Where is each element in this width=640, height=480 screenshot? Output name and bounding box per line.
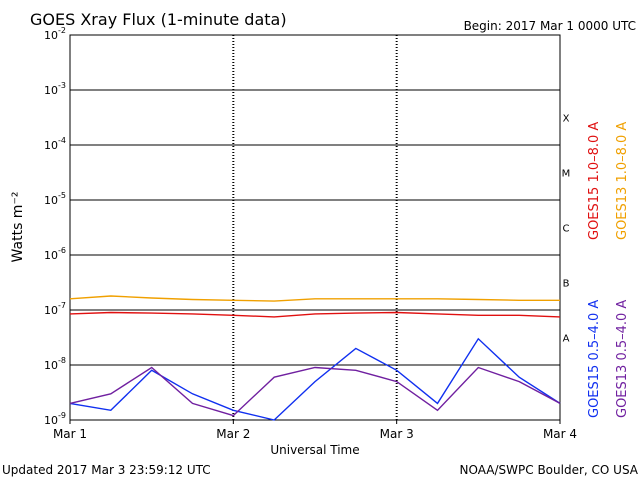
begin-label: Begin: 2017 Mar 1 0000 UTC bbox=[464, 19, 636, 33]
y-tick-label: 10-3 bbox=[44, 81, 66, 97]
flare-class-label: C bbox=[563, 224, 570, 235]
legend-entry: GOES15 1.0–8.0 A bbox=[587, 122, 602, 240]
flare-class-label: B bbox=[563, 279, 570, 290]
y-tick-label: 10-7 bbox=[44, 301, 66, 317]
x-tick-label: Mar 3 bbox=[380, 427, 414, 441]
flare-class-labels: A B C M X bbox=[562, 114, 571, 345]
series-line bbox=[69, 337, 561, 421]
y-tick-label: 10-9 bbox=[44, 411, 66, 427]
legend-entry: GOES15 0.5–4.0 A bbox=[587, 300, 602, 418]
y-tick-label: 10-5 bbox=[44, 191, 66, 207]
plot-frame bbox=[69, 34, 561, 421]
y-axis-label: Watts m⁻² bbox=[10, 192, 26, 263]
credit-label: NOAA/SWPC Boulder, CO USA bbox=[460, 463, 639, 477]
flare-class-label: A bbox=[563, 334, 570, 345]
y-tick-label: 10-6 bbox=[44, 246, 66, 262]
day-divider-lines bbox=[232, 35, 398, 420]
legend: GOES15 1.0–8.0 A GOES13 1.0–8.0 A GOES15 0… bbox=[587, 122, 630, 418]
x-tick-label: Mar 4 bbox=[543, 427, 577, 441]
x-tick-label: Mar 1 bbox=[53, 427, 87, 441]
series-line bbox=[69, 366, 561, 417]
series-line bbox=[69, 311, 561, 318]
x-axis-ticks: Mar 1 Mar 2 Mar 3 Mar 4 bbox=[53, 420, 577, 441]
series-lines bbox=[69, 295, 561, 421]
legend-entry: GOES13 0.5–4.0 A bbox=[615, 300, 630, 418]
chart-title: GOES Xray Flux (1-minute data) bbox=[30, 10, 287, 29]
x-axis-label: Universal Time bbox=[270, 443, 359, 457]
x-tick-label: Mar 2 bbox=[216, 427, 250, 441]
series-line bbox=[69, 295, 560, 302]
y-tick-label: 10-2 bbox=[44, 26, 66, 42]
flare-class-label: X bbox=[563, 114, 570, 125]
updated-timestamp: Updated 2017 Mar 3 23:59:12 UTC bbox=[2, 463, 211, 477]
y-tick-label: 10-4 bbox=[44, 136, 66, 152]
y-axis-ticks: 10-9 10-8 10-7 10-6 10-5 10-4 10-3 10-2 bbox=[44, 26, 66, 427]
gridlines bbox=[70, 89, 560, 366]
y-tick-label: 10-8 bbox=[44, 356, 66, 372]
flare-class-label: M bbox=[562, 169, 571, 180]
legend-entry: GOES13 1.0–8.0 A bbox=[615, 122, 630, 240]
